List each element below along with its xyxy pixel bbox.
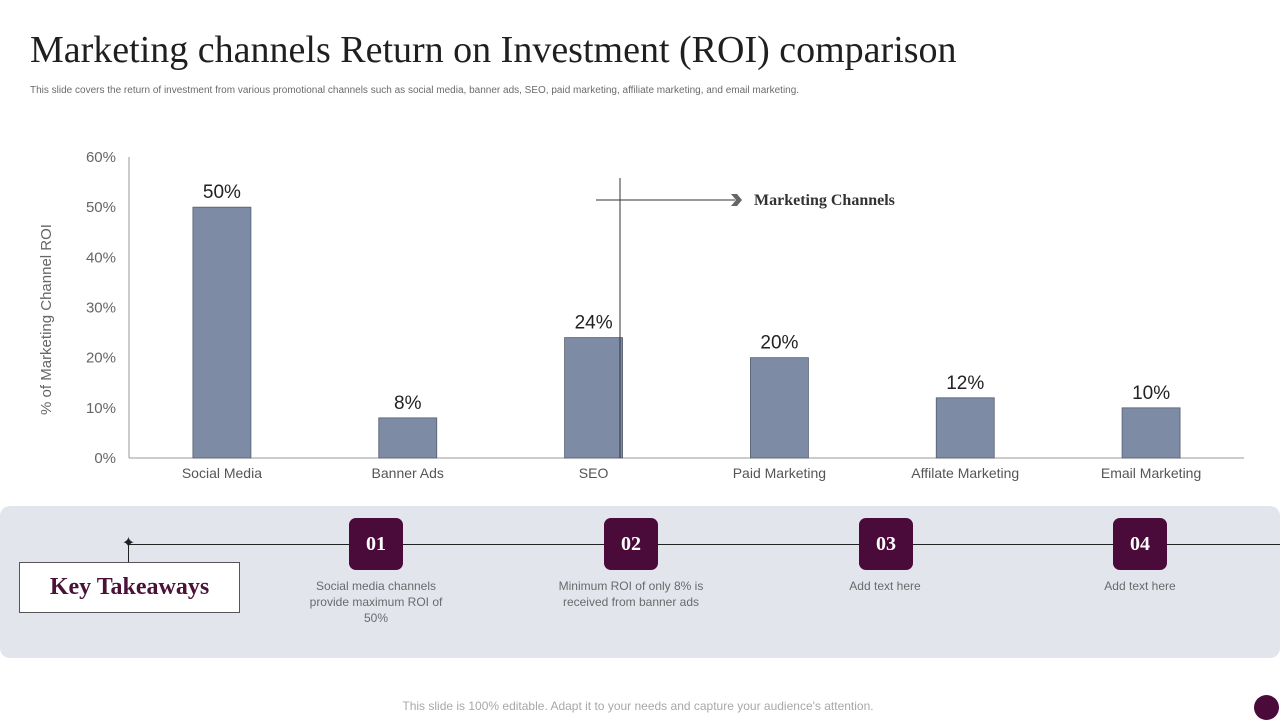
- bar: [378, 417, 438, 459]
- takeaway-number-01: 01: [349, 518, 403, 570]
- y-tick-label: 50%: [86, 199, 116, 216]
- takeaway-number-04: 04: [1113, 518, 1167, 570]
- roi-bar-chart: 0% 10% 20% 30% 40% 50% 60% % of Marketing Chann…: [38, 149, 1244, 481]
- x-tick-label: SEO: [579, 465, 609, 481]
- y-tick-label: 10%: [86, 400, 116, 417]
- annotation-label: Marketing Channels: [754, 192, 895, 209]
- timeline-line: [128, 544, 1280, 545]
- bar: [192, 206, 252, 459]
- takeaway-number-02: 02: [604, 518, 658, 570]
- data-label: 20%: [760, 333, 798, 354]
- data-label: 24%: [575, 313, 613, 334]
- footer-note: This slide is 100% editable. Adapt it to…: [402, 699, 874, 713]
- x-tick-label: Social Media: [182, 465, 262, 481]
- page-title: Marketing channels Return on Investment …: [30, 29, 957, 71]
- page-subtitle: This slide covers the return of investme…: [30, 85, 800, 96]
- bar: [564, 337, 623, 459]
- bar: [750, 357, 809, 459]
- y-tick-label: 40%: [86, 249, 116, 266]
- x-tick-label: Email Marketing: [1101, 465, 1201, 481]
- takeaway-number-03: 03: [859, 518, 913, 570]
- x-tick-label: Paid Marketing: [733, 465, 826, 481]
- data-label: 12%: [946, 373, 984, 394]
- data-label: 10%: [1132, 383, 1170, 404]
- y-axis-label: % of Marketing Channel ROI: [38, 224, 55, 415]
- bar: [935, 397, 995, 459]
- takeaway-text-03: Add text here: [849, 579, 921, 593]
- x-tick-label: Affilate Marketing: [911, 465, 1019, 481]
- y-tick-label: 20%: [86, 350, 116, 367]
- data-label: 8%: [394, 393, 422, 414]
- y-tick-label: 0%: [94, 450, 116, 467]
- key-takeaways-heading: Key Takeaways: [19, 562, 240, 613]
- timeline-connector: [128, 545, 129, 563]
- x-tick-label: Banner Ads: [372, 465, 444, 481]
- takeaway-text-04: Add text here: [1104, 579, 1176, 593]
- y-tick-label: 30%: [86, 300, 116, 317]
- takeaway-text-02: Minimum ROI of only 8% is received from …: [558, 579, 704, 609]
- star-icon: ✦: [121, 535, 136, 552]
- data-label: 50%: [203, 182, 241, 203]
- takeaway-text-01: Social media channels provide maximum RO…: [309, 579, 443, 625]
- corner-dot: [1254, 695, 1279, 720]
- bar: [1121, 407, 1181, 459]
- chevron-right-icon: [731, 194, 742, 206]
- y-tick-label: 60%: [86, 149, 116, 166]
